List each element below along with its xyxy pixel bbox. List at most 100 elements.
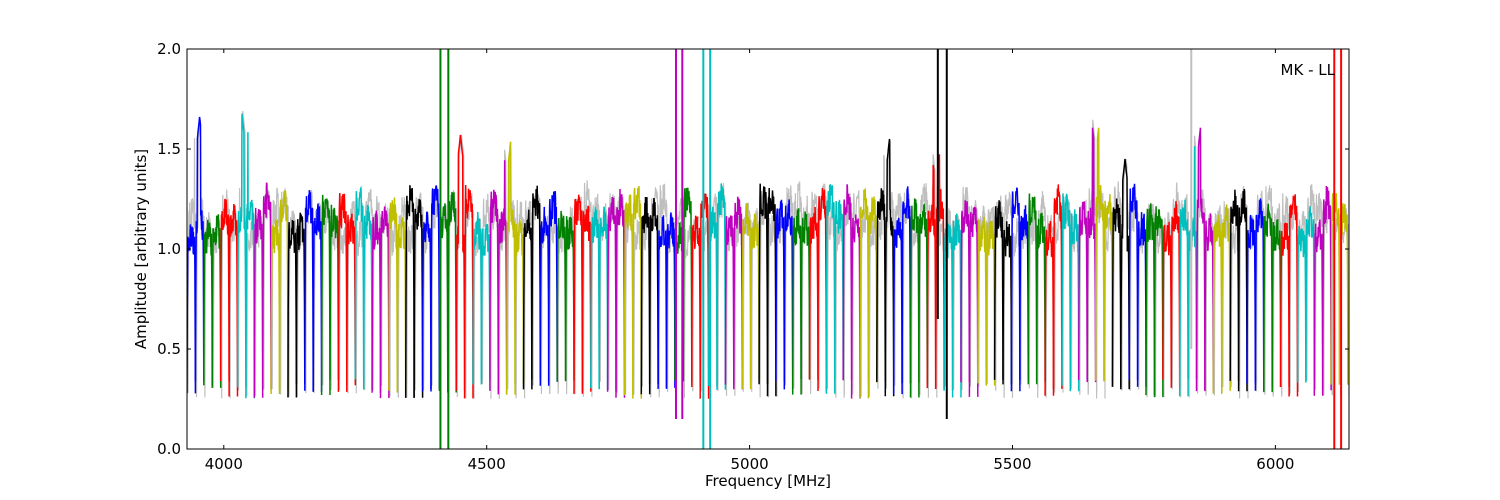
channel-line (1170, 201, 1181, 388)
channel-line (362, 204, 373, 390)
channel-line (430, 185, 441, 390)
channel-line (766, 187, 777, 397)
background-channel-line (852, 190, 862, 389)
channel-line (606, 196, 617, 392)
background-channel-line (919, 183, 929, 381)
channel-line (1103, 194, 1114, 382)
channel-line (1237, 188, 1248, 392)
channel-line (968, 206, 979, 397)
channel-line (859, 187, 870, 399)
channel-line (581, 205, 592, 392)
channel-line (1279, 222, 1290, 388)
background-channel-line (1112, 181, 1123, 387)
channel-line (926, 164, 937, 389)
channel-line (1111, 198, 1122, 387)
background-channel-line (582, 180, 593, 397)
channel-line (943, 223, 954, 391)
channel-line (1330, 193, 1341, 385)
background-channel-line (1079, 199, 1089, 395)
channel-line (1002, 221, 1013, 385)
background-channel-line (1003, 192, 1014, 398)
channel-line (1296, 225, 1307, 383)
channel-line (320, 194, 331, 396)
background-channel-line (1281, 193, 1291, 395)
channel-line (892, 217, 903, 395)
channel-line (463, 184, 474, 399)
channel-line (187, 224, 197, 394)
channel-line (632, 185, 643, 399)
channel-line (876, 188, 887, 383)
channel-line (1246, 214, 1257, 384)
channel-line (253, 207, 264, 398)
x-tick-label: 4500 (468, 455, 506, 473)
channel-line (505, 141, 516, 395)
channel-line (657, 215, 668, 389)
channel-line (867, 196, 878, 383)
channel-line (354, 185, 365, 380)
x-axis-label: Frequency [MHz] (705, 472, 831, 490)
y-tick-label: 1.5 (157, 140, 181, 158)
channel-line (977, 216, 987, 384)
channel-line (901, 186, 912, 384)
channel-line (287, 219, 298, 398)
channel-line (472, 211, 483, 385)
background-channel-line (986, 206, 997, 383)
channel-line (623, 194, 634, 396)
channel-line (800, 211, 811, 380)
channel-line (985, 220, 996, 386)
channel-line (1052, 184, 1063, 389)
background-channel-line (481, 193, 492, 381)
background-channel-line (187, 138, 198, 393)
channel-line (346, 213, 357, 386)
background-channel-line (288, 210, 298, 397)
channel-line (1271, 219, 1282, 388)
channel-line (1044, 220, 1055, 396)
channel-line (379, 206, 390, 399)
channel-line (245, 132, 256, 399)
channel-line (699, 193, 710, 399)
channel-line (733, 196, 743, 390)
channel-line (194, 116, 205, 382)
y-axis-label: Amplitude [arbitrary units] (132, 149, 150, 349)
channel-line (909, 198, 920, 398)
channel-line (590, 207, 600, 389)
channel-line (522, 209, 533, 390)
channel-line (556, 210, 567, 382)
background-channel-line (1197, 135, 1207, 394)
channel-line (1204, 213, 1215, 390)
channel-line (1153, 206, 1164, 398)
channel-line (531, 185, 542, 380)
background-channel-line (793, 181, 803, 389)
channel-line (421, 211, 432, 392)
channel-line (1221, 204, 1231, 391)
channel-line (1069, 209, 1080, 392)
channel-line (640, 196, 651, 395)
x-tick-label: 4000 (205, 455, 243, 473)
background-channel-line (364, 189, 374, 391)
background-channel-line (1272, 203, 1283, 397)
background-channel-line (397, 197, 408, 398)
background-channel-line (658, 183, 669, 392)
channel-line (808, 206, 819, 380)
channel-line (1136, 212, 1147, 387)
channel-line (1128, 183, 1139, 380)
series-layer (187, 49, 1349, 449)
channel-line (951, 213, 962, 398)
channel-line (514, 219, 525, 384)
channel-line (261, 182, 272, 390)
channel-line (312, 203, 323, 392)
background-channel-line (1314, 192, 1325, 390)
channel-line (1321, 185, 1332, 391)
channel-line (960, 200, 971, 383)
channel-line (1263, 203, 1273, 393)
channel-line (724, 215, 735, 385)
channel-line (993, 200, 1004, 380)
background-channel-line (515, 199, 526, 399)
channel-line (665, 212, 676, 388)
channel-line (413, 199, 424, 398)
channel-line (716, 183, 727, 390)
channel-line (741, 203, 752, 390)
channel-line (1254, 198, 1265, 391)
background-channel-line (1171, 182, 1182, 390)
